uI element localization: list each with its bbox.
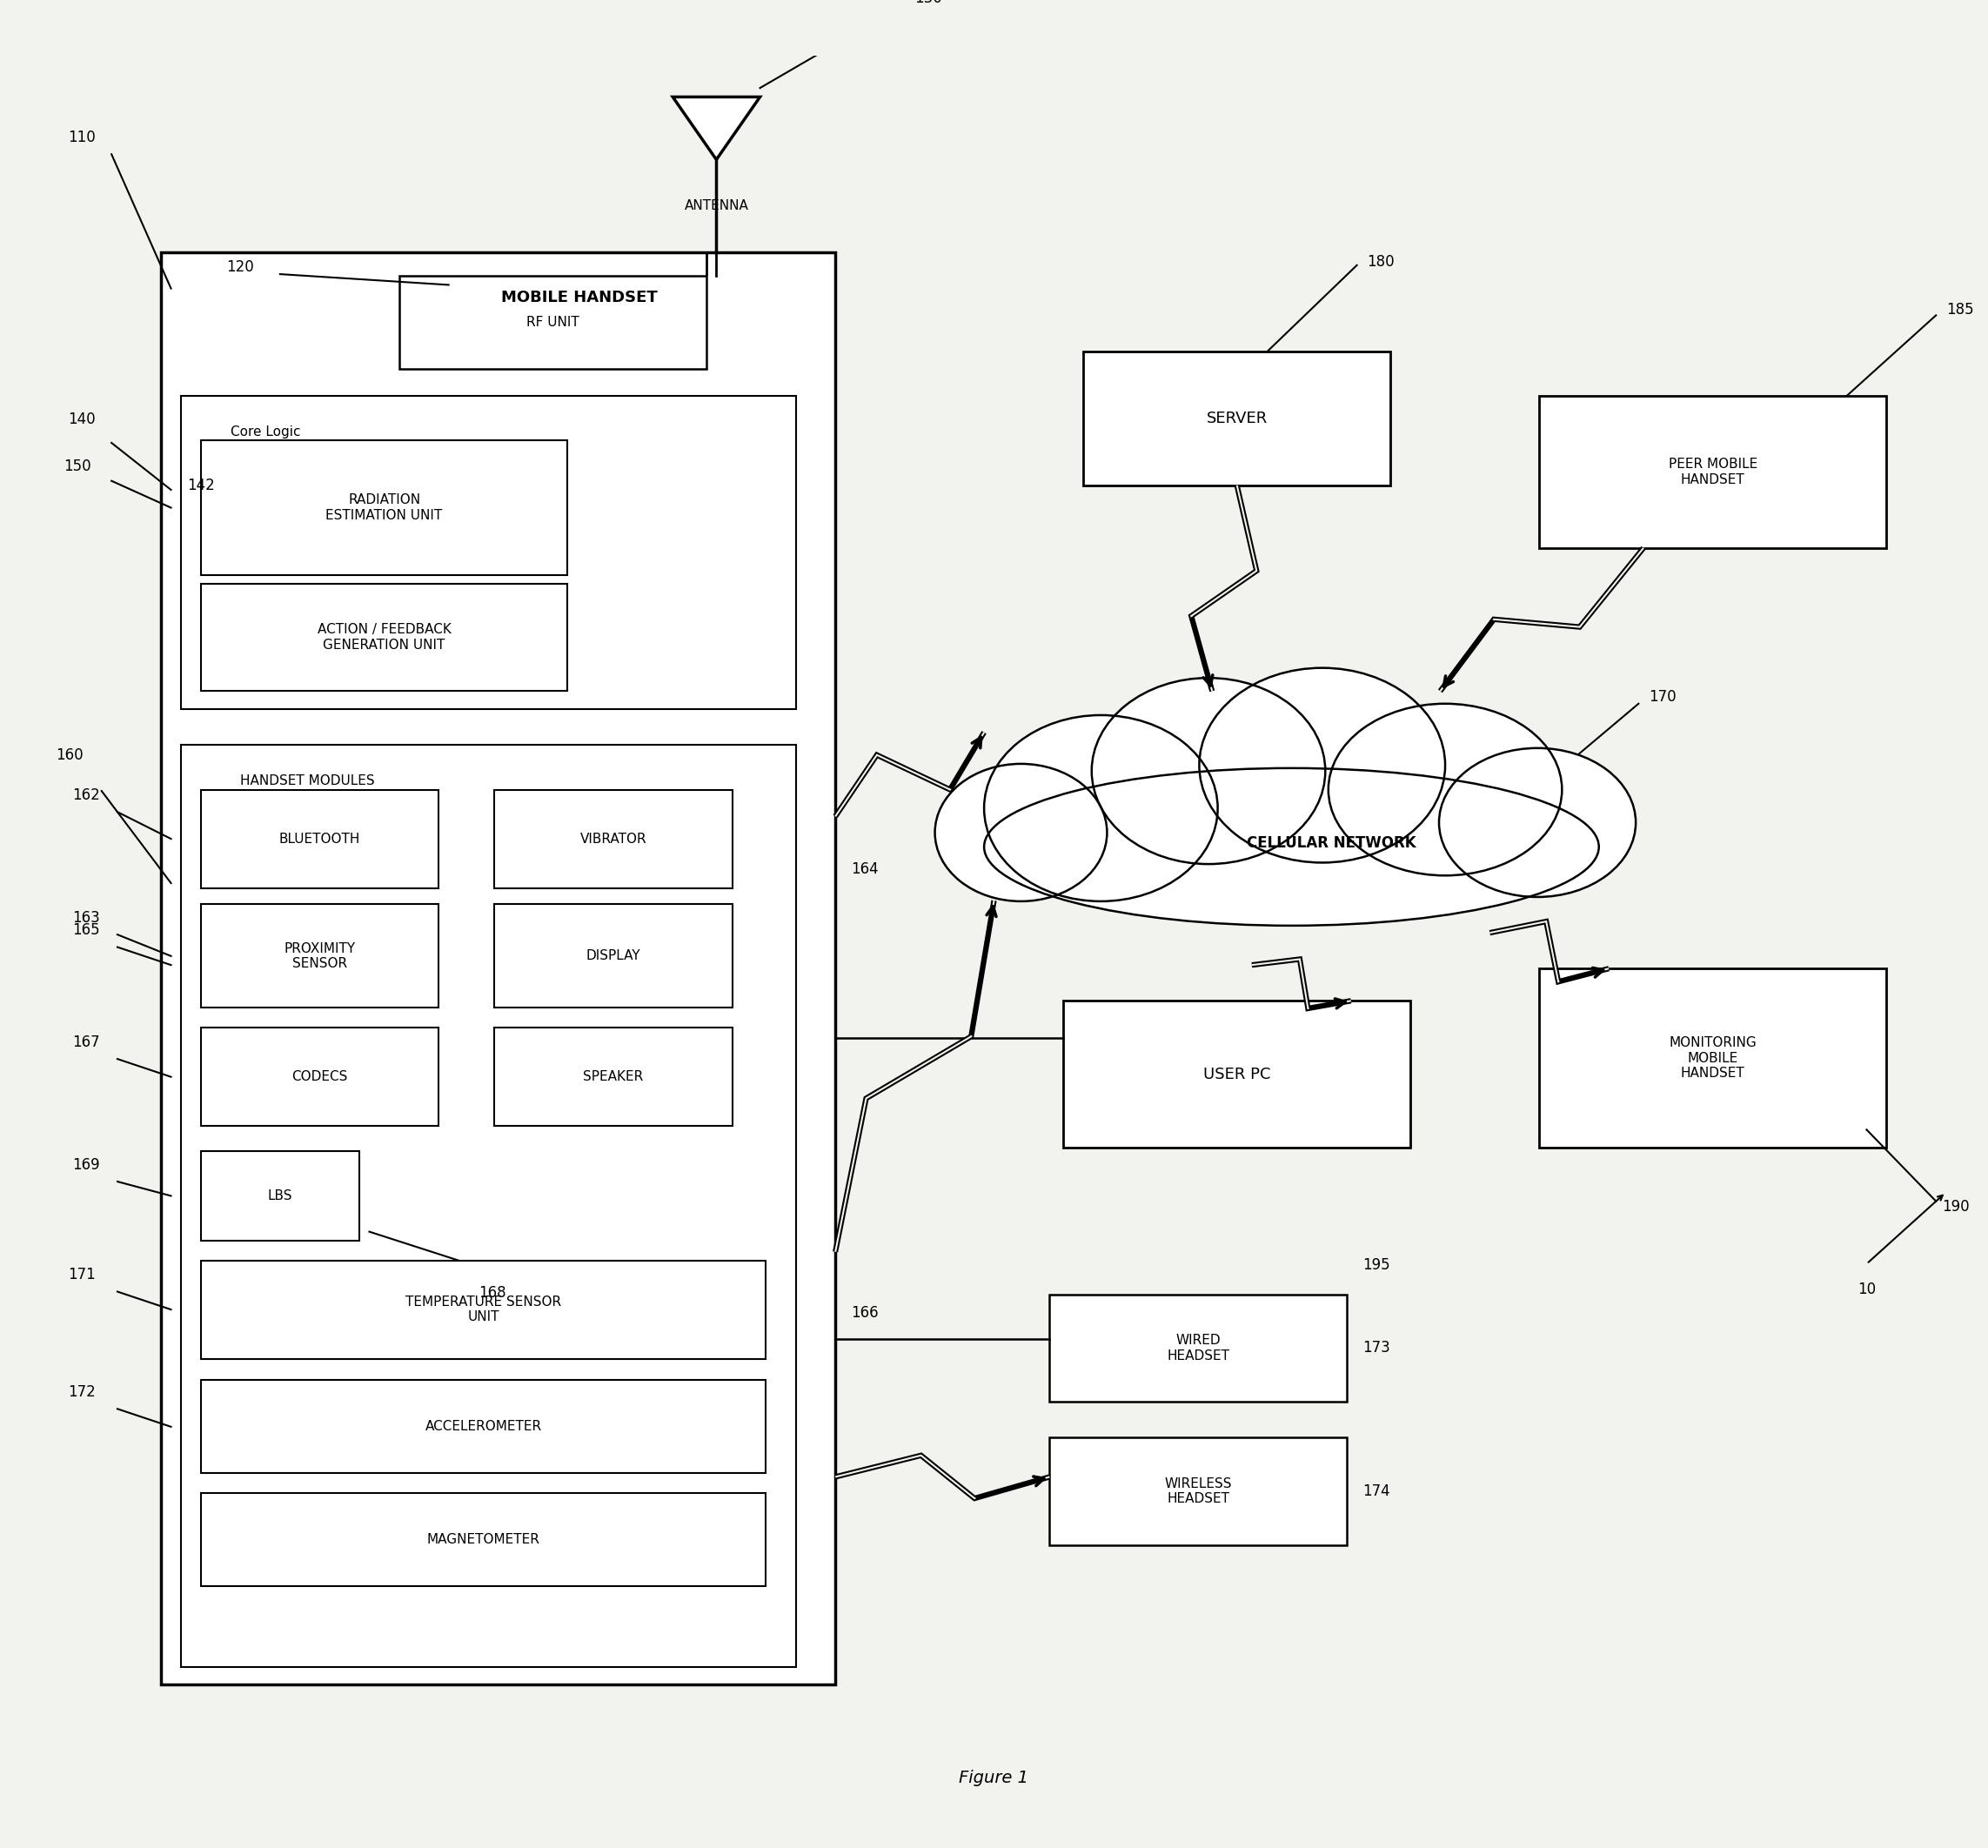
FancyBboxPatch shape [201,1260,765,1358]
Text: 171: 171 [68,1268,95,1283]
Text: ACTION / FEEDBACK
GENERATION UNIT: ACTION / FEEDBACK GENERATION UNIT [318,623,451,652]
Text: SPEAKER: SPEAKER [582,1070,644,1083]
Text: 195: 195 [1364,1257,1390,1273]
Text: Figure 1: Figure 1 [958,1769,1030,1785]
Text: CELLULAR NETWORK: CELLULAR NETWORK [1246,835,1415,852]
Text: MONITORING
MOBILE
HANDSET: MONITORING MOBILE HANDSET [1670,1037,1757,1079]
FancyBboxPatch shape [1050,1294,1348,1403]
FancyBboxPatch shape [181,395,795,710]
FancyBboxPatch shape [201,1493,765,1586]
Text: 173: 173 [1364,1340,1390,1356]
Text: 170: 170 [1648,689,1676,704]
Polygon shape [672,96,759,159]
Text: 142: 142 [187,477,215,493]
Text: 180: 180 [1368,253,1394,270]
FancyBboxPatch shape [201,584,569,691]
FancyBboxPatch shape [201,1027,439,1125]
Text: 190: 190 [1942,1199,1970,1214]
Text: RADIATION
ESTIMATION UNIT: RADIATION ESTIMATION UNIT [326,493,443,521]
Text: 163: 163 [72,909,99,926]
FancyBboxPatch shape [201,1151,360,1240]
Text: 165: 165 [72,922,99,939]
FancyBboxPatch shape [1539,968,1887,1148]
Text: 160: 160 [56,748,83,763]
Text: 140: 140 [68,412,95,427]
Text: CODECS: CODECS [292,1070,348,1083]
Text: 150: 150 [64,458,91,475]
Text: 167: 167 [72,1035,99,1050]
Text: PROXIMITY
SENSOR: PROXIMITY SENSOR [284,942,356,970]
Text: SERVER: SERVER [1207,410,1268,427]
Text: MAGNETOMETER: MAGNETOMETER [427,1534,541,1547]
Text: 110: 110 [68,129,95,146]
Ellipse shape [984,769,1598,926]
Text: WIRELESS
HEADSET: WIRELESS HEADSET [1165,1477,1233,1506]
FancyBboxPatch shape [495,789,732,889]
Text: ANTENNA: ANTENNA [684,200,749,213]
Text: 174: 174 [1364,1484,1390,1499]
FancyBboxPatch shape [495,1027,732,1125]
Ellipse shape [1091,678,1326,865]
Ellipse shape [1439,748,1636,896]
FancyBboxPatch shape [201,1380,765,1473]
Text: 120: 120 [227,259,254,275]
Text: HANDSET MODULES: HANDSET MODULES [241,774,376,787]
Text: 169: 169 [72,1157,99,1173]
Text: 185: 185 [1946,301,1974,318]
Text: BLUETOOTH: BLUETOOTH [278,832,360,845]
FancyBboxPatch shape [201,904,439,1007]
Text: 130: 130 [914,0,942,6]
Ellipse shape [934,763,1107,902]
Text: 162: 162 [72,787,99,804]
Text: TEMPERATURE SENSOR
UNIT: TEMPERATURE SENSOR UNIT [406,1295,561,1323]
Text: 166: 166 [851,1305,879,1321]
Text: 164: 164 [851,861,879,876]
Text: 168: 168 [479,1286,505,1301]
Text: LBS: LBS [268,1190,292,1203]
FancyBboxPatch shape [201,440,569,575]
FancyBboxPatch shape [400,275,706,370]
Ellipse shape [1328,704,1563,876]
FancyBboxPatch shape [495,904,732,1007]
FancyBboxPatch shape [1539,395,1887,549]
FancyBboxPatch shape [1083,351,1392,486]
Text: Core Logic: Core Logic [231,425,300,438]
Text: VIBRATOR: VIBRATOR [580,832,646,845]
FancyBboxPatch shape [181,745,795,1667]
Ellipse shape [984,715,1219,902]
FancyBboxPatch shape [1050,1438,1348,1545]
Text: RF UNIT: RF UNIT [527,316,579,329]
Text: WIRED
HEADSET: WIRED HEADSET [1167,1334,1231,1362]
FancyBboxPatch shape [201,789,439,889]
Text: 172: 172 [68,1384,95,1401]
FancyBboxPatch shape [1064,1002,1409,1148]
Text: MOBILE HANDSET: MOBILE HANDSET [501,290,658,305]
FancyBboxPatch shape [161,253,835,1685]
Text: PEER MOBILE
HANDSET: PEER MOBILE HANDSET [1668,458,1757,486]
Text: DISPLAY: DISPLAY [586,950,640,963]
Ellipse shape [1199,667,1445,863]
Text: ACCELEROMETER: ACCELEROMETER [425,1421,541,1434]
Text: USER PC: USER PC [1203,1066,1270,1083]
Text: 10: 10 [1857,1283,1877,1297]
